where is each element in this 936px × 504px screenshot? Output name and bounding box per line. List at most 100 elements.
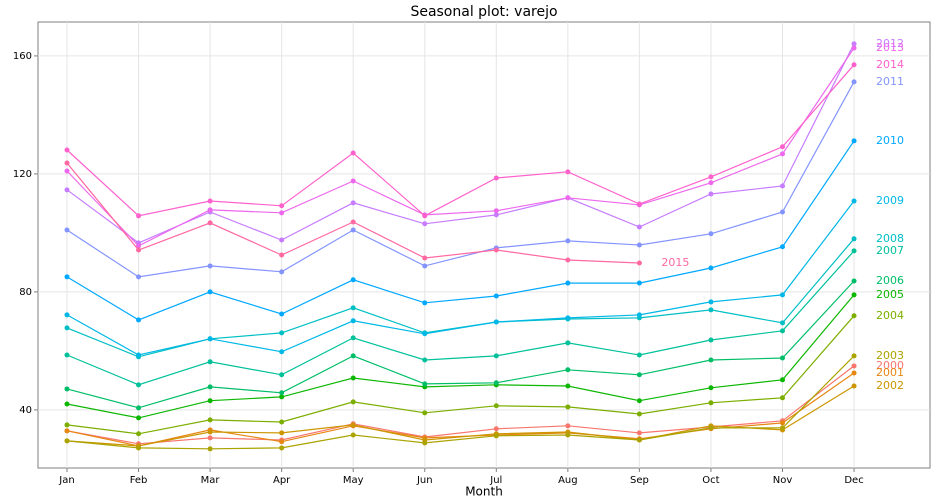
point — [207, 435, 213, 441]
series-line — [66, 47, 855, 247]
point — [422, 381, 428, 387]
x-tick-label: Jul — [489, 475, 502, 486]
point — [64, 438, 70, 444]
point — [350, 399, 356, 405]
point — [851, 248, 857, 254]
point — [565, 404, 571, 410]
point — [350, 375, 356, 381]
point — [350, 227, 356, 233]
point — [636, 430, 642, 436]
point — [780, 209, 785, 215]
x-tick-label: Apr — [273, 475, 291, 486]
chart-title: Seasonal plot: varejo — [410, 4, 557, 20]
point — [207, 207, 213, 213]
point — [780, 395, 785, 401]
point — [708, 191, 714, 197]
point — [493, 175, 499, 181]
point — [350, 432, 356, 438]
point — [279, 237, 285, 243]
point — [64, 312, 70, 318]
point — [350, 200, 356, 206]
point — [422, 440, 428, 446]
series-label: 2010 — [876, 134, 904, 147]
point — [565, 169, 571, 175]
point — [207, 446, 213, 452]
point — [851, 41, 857, 47]
point — [136, 352, 142, 358]
point — [708, 425, 714, 431]
point — [136, 445, 142, 451]
x-tick-label: Sep — [630, 475, 649, 486]
point — [64, 187, 70, 193]
point — [279, 445, 285, 451]
x-tick-label: Jan — [58, 475, 74, 486]
point — [350, 219, 356, 225]
x-tick-label: Mar — [201, 475, 221, 486]
point — [279, 252, 285, 258]
point — [136, 247, 142, 253]
point — [851, 313, 857, 319]
point — [851, 79, 857, 85]
series-line — [66, 355, 855, 450]
series-line — [66, 294, 855, 419]
point — [780, 151, 785, 157]
series-line — [66, 385, 855, 447]
point — [207, 384, 213, 390]
point — [64, 160, 70, 166]
point — [422, 410, 428, 416]
point — [565, 238, 571, 244]
point — [636, 312, 642, 318]
y-tick-label: 120 — [13, 169, 32, 180]
point — [64, 227, 70, 233]
point — [565, 423, 571, 429]
point — [565, 432, 571, 438]
point — [279, 311, 285, 317]
point — [493, 426, 499, 432]
series-label: 2000 — [876, 359, 904, 372]
point — [565, 315, 571, 321]
point — [708, 357, 714, 363]
point — [851, 198, 857, 204]
point — [350, 353, 356, 359]
series-label: 2005 — [876, 288, 904, 301]
point — [636, 260, 642, 266]
point — [780, 183, 785, 189]
point — [780, 144, 785, 150]
point — [708, 307, 714, 313]
x-tick-label: Nov — [773, 475, 793, 486]
point — [708, 174, 714, 180]
point — [279, 419, 285, 425]
point — [279, 330, 285, 336]
point — [780, 320, 785, 326]
x-tick-label: Oct — [702, 475, 719, 486]
point — [851, 292, 857, 298]
series-label: 2013 — [876, 41, 904, 54]
point — [708, 299, 714, 305]
point — [64, 147, 70, 153]
point — [493, 403, 499, 409]
x-tick-label: May — [343, 475, 364, 486]
point — [780, 328, 785, 334]
point — [64, 274, 70, 280]
series-label: 2007 — [876, 244, 904, 257]
series-line — [66, 280, 855, 409]
panel — [37, 21, 931, 469]
point — [708, 231, 714, 237]
point — [493, 247, 499, 253]
point — [422, 300, 428, 306]
point — [422, 221, 428, 227]
point — [279, 269, 285, 275]
series-line — [66, 315, 855, 435]
y-tick-label: 40 — [19, 405, 32, 416]
point — [851, 383, 857, 389]
point — [708, 385, 714, 391]
x-tick-label: Jun — [416, 475, 433, 486]
series-label: 2009 — [876, 194, 904, 207]
x-tick-label: Dec — [844, 475, 863, 486]
x-tick-label: Feb — [130, 475, 148, 486]
series-line — [66, 64, 855, 217]
point — [636, 411, 642, 417]
point — [64, 325, 70, 331]
point — [493, 380, 499, 386]
